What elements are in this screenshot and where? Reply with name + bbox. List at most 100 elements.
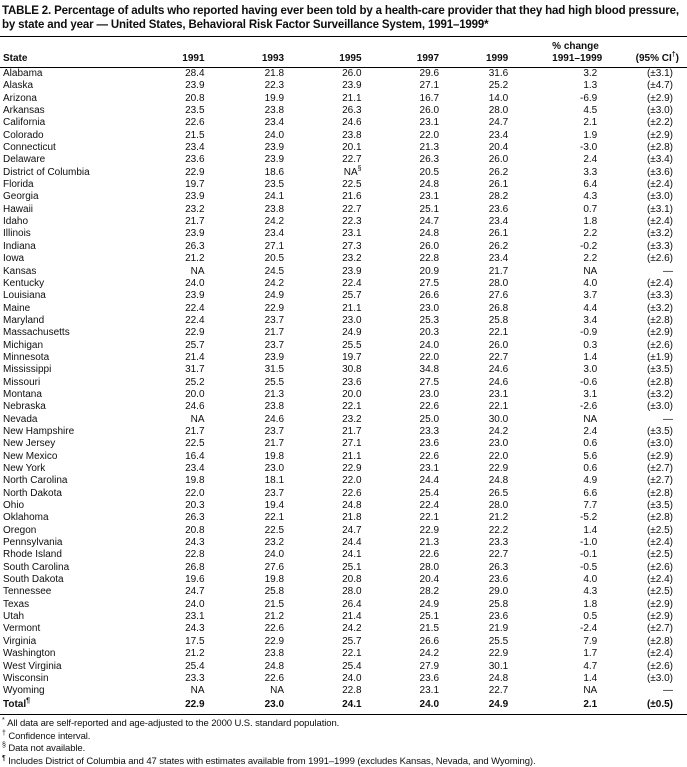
value-cell: 23.0 — [488, 438, 509, 450]
value-cell: 28.0 — [488, 277, 509, 289]
value-cell: 22.4 — [185, 302, 205, 314]
value-cell: 23.7 — [264, 339, 285, 351]
value-cell: 1.9 — [583, 129, 598, 141]
value-cell: 30.1 — [488, 660, 509, 672]
ci-header-dagger: † — [671, 51, 676, 59]
value-cell: 24.8 — [419, 179, 440, 191]
value-cell: 20.8 — [185, 92, 205, 104]
header-row: State 1991 1993 1995 1997 1999 % change … — [0, 37, 687, 68]
value-cell: 24.7 — [419, 216, 440, 228]
value-cell: (±2.4) — [646, 277, 673, 289]
state-cell: District of Columbia — [3, 166, 90, 178]
value-cell: 24.6 — [488, 364, 509, 376]
value-cell: (±2.4) — [646, 216, 673, 228]
table-row: North Dakota 22.0 23.7 22.6 25.4 26.5 6.6 (±2.8… — [0, 488, 687, 500]
value-cell: 24.8 — [488, 475, 509, 487]
state-cell: Idaho — [3, 216, 29, 228]
value-cell: 23.9 — [342, 80, 362, 92]
value-cell: -0.5 — [579, 561, 598, 573]
table-row: Kansas NA 24.5 23.9 20.9 21.7 NA — — [0, 266, 687, 278]
value-cell: 23.6 — [488, 203, 509, 215]
value-cell: (±3.5) — [646, 500, 673, 512]
table-header: State 1991 1993 1995 1997 1999 % change … — [0, 37, 687, 68]
table-row: Nevada NA 24.6 23.2 25.0 30.0 NA — — [0, 414, 687, 426]
value-cell: 21.2 — [488, 512, 509, 524]
value-cell: (±3.0) — [646, 105, 673, 117]
value-cell: 26.2 — [488, 166, 509, 178]
value-cell: 22.7 — [342, 203, 362, 215]
table-row: Alaska 23.9 22.3 23.9 27.1 25.2 1.3 (±4.7) — [0, 80, 687, 92]
value-cell: 22.0 — [342, 475, 362, 487]
value-cell: (±3.2) — [646, 228, 673, 240]
value-cell: 22.7 — [488, 351, 509, 363]
value-cell: 23.4 — [185, 142, 205, 154]
value-cell: 4.9 — [583, 475, 598, 487]
value-cell: 22.9 — [264, 635, 285, 647]
value-cell: 23.9 — [342, 265, 362, 277]
column-header-1999: 1999 — [439, 37, 509, 68]
value-cell: 2.1 — [583, 117, 598, 129]
value-cell: 16.4 — [185, 450, 205, 462]
value-cell: 23.4 — [488, 129, 509, 141]
value-cell: 18.6 — [264, 166, 285, 178]
value-cell: -3.0 — [579, 142, 598, 154]
ci-header-paren: ) — [675, 53, 679, 64]
value-cell: 26.6 — [419, 290, 440, 302]
value-cell: 23.6 — [488, 611, 509, 623]
value-cell: 26.0 — [419, 240, 440, 252]
footnote-text: Data not available. — [8, 743, 86, 755]
value-cell: 25.2 — [185, 376, 205, 388]
value-cell: 31.7 — [185, 364, 205, 376]
table-row: Florida 19.7 23.5 22.5 24.8 26.1 6.4 (±2.4) — [0, 179, 687, 191]
value-cell: 24.0 — [185, 277, 205, 289]
state-cell: Montana — [3, 388, 42, 400]
state-cell: Florida — [3, 179, 34, 191]
column-header-1997: 1997 — [361, 37, 440, 68]
value-cell: 24.6 — [264, 413, 285, 425]
state-cell: Delaware — [3, 154, 46, 166]
value-cell: 23.1 — [342, 228, 362, 240]
value-cell: 24.3 — [185, 537, 205, 549]
table-row: Illinois 23.9 23.4 23.1 24.8 26.1 2.2 (±3.2) — [0, 228, 687, 240]
value-cell: 24.7 — [342, 524, 362, 536]
value-cell: 27.1 — [264, 240, 285, 252]
value-cell: (±3.1) — [646, 203, 673, 215]
value-cell: 20.3 — [185, 500, 205, 512]
value-cell: 24.1 — [284, 697, 362, 715]
value-cell: 23.8 — [342, 129, 362, 141]
pct-change-header-line1: % change — [552, 41, 599, 52]
value-cell: 23.8 — [264, 401, 285, 413]
value-cell: (±2.6) — [646, 660, 673, 672]
value-cell: 24.7 — [488, 117, 509, 129]
value-cell: 23.8 — [264, 105, 285, 117]
value-cell: (±2.9) — [646, 450, 673, 462]
value-cell: 26.3 — [419, 154, 440, 166]
footnote-marker: * — [2, 716, 5, 724]
value-cell: 21.7 — [342, 425, 362, 437]
value-cell: 18.1 — [264, 475, 285, 487]
value-cell: (±2.9) — [646, 327, 673, 339]
value-cell: 25.1 — [419, 611, 440, 623]
value-cell: 4.7 — [583, 660, 598, 672]
table-row: Delaware 23.6 23.9 22.7 26.3 26.0 2.4 (±3.4) — [0, 154, 687, 166]
table-row: Idaho 21.7 24.2 22.3 24.7 23.4 1.8 (±2.4) — [0, 216, 687, 228]
value-cell: 7.7 — [583, 500, 598, 512]
value-cell: 22.6 — [264, 672, 285, 684]
value-cell: 3.0 — [583, 364, 598, 376]
footnote: § Data not available. — [2, 742, 683, 756]
column-header-state: State — [0, 37, 128, 68]
value-cell: 21.2 — [185, 253, 205, 265]
value-cell: (±3.2) — [646, 388, 673, 400]
value-cell: 26.3 — [488, 561, 509, 573]
value-cell: NA — [583, 413, 598, 425]
value-cell: 4.3 — [583, 191, 598, 203]
value-cell: (±2.5) — [646, 524, 673, 536]
value-cell: 28.0 — [342, 586, 362, 598]
value-cell: 22.6 — [419, 549, 440, 561]
value-cell: 6.4 — [583, 179, 598, 191]
value-cell: 23.0 — [419, 302, 440, 314]
value-cell: 26.5 — [488, 487, 509, 499]
value-cell: 25.7 — [185, 339, 205, 351]
value-cell: 23.3 — [488, 537, 509, 549]
table-row: California 22.6 23.4 24.6 23.1 24.7 2.1 (±2.2) — [0, 117, 687, 129]
